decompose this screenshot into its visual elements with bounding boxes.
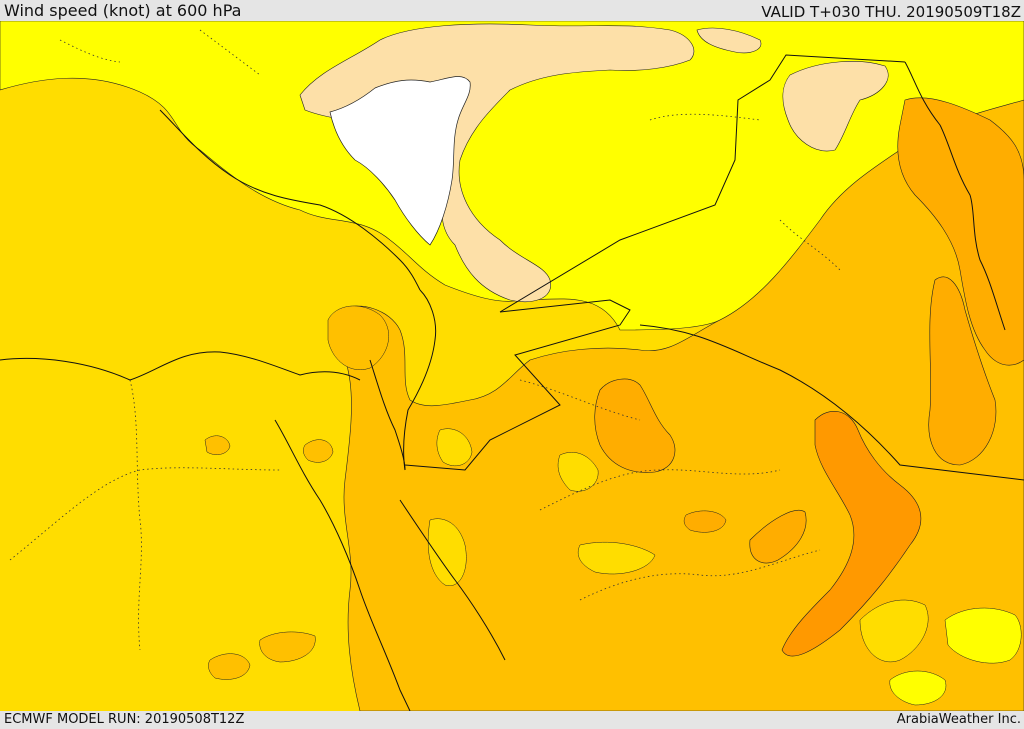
field-amber-west-1 xyxy=(208,653,251,680)
admin-boundaries xyxy=(9,29,841,651)
map-title: Wind speed (knot) at 600 hPa xyxy=(4,1,242,20)
valid-time-label: VALID T+030 THU. 20190509T18Z xyxy=(761,3,1021,21)
wind-speed-map xyxy=(0,21,1024,711)
model-run-label: ECMWF MODEL RUN: 20190508T12Z xyxy=(4,712,245,727)
field-orange-blob xyxy=(683,510,727,533)
field-tan-small xyxy=(696,27,762,54)
field-amber-west-2 xyxy=(259,631,316,663)
field-orange-east-band xyxy=(781,411,922,657)
field-orange-center xyxy=(594,378,676,473)
field-amber-west-4 xyxy=(204,435,231,455)
field-yellow-se-2 xyxy=(889,670,947,706)
field-tan-east xyxy=(782,61,889,152)
field-yellow-se-3 xyxy=(859,599,929,662)
field-gold-pocket-3 xyxy=(577,542,656,575)
credit-label: ArabiaWeather Inc. xyxy=(896,712,1021,727)
header-bar: Wind speed (knot) at 600 hPa VALID T+030… xyxy=(0,0,1024,21)
map-canvas xyxy=(0,21,1024,711)
field-yellow-se-1 xyxy=(944,607,1022,664)
field-gold-pocket-4 xyxy=(436,428,473,467)
field-amber-west-3 xyxy=(303,439,334,463)
field-orange-northeast xyxy=(897,97,1024,366)
field-gold-pocket-2 xyxy=(427,518,467,586)
footer-bar: ECMWF MODEL RUN: 20190508T12Z ArabiaWeat… xyxy=(0,711,1024,729)
field-orange-southwest-patch xyxy=(749,510,807,564)
field-white-calm xyxy=(329,76,471,246)
political-borders xyxy=(0,54,1024,711)
field-amber-west-5 xyxy=(327,305,389,370)
field-gold-pocket-1 xyxy=(557,452,599,492)
field-orange-strip-east xyxy=(928,276,997,466)
